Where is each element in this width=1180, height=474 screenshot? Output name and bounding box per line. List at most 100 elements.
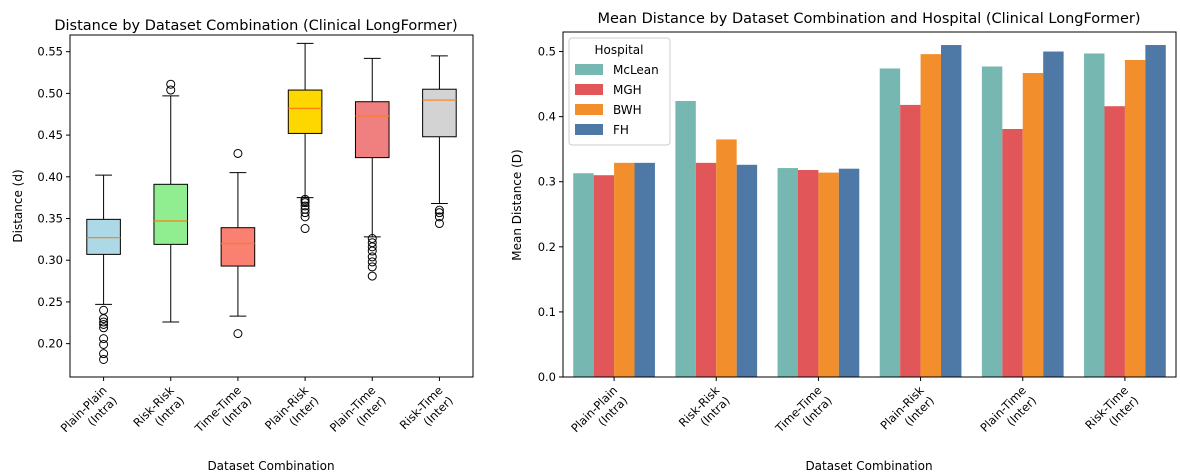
- legend-label-mgh: MGH: [613, 83, 642, 97]
- outlier-point: [99, 317, 109, 327]
- bar-mgh: [797, 170, 819, 377]
- bar-mgh: [1002, 128, 1023, 377]
- bar-chart-title: Mean Distance by Dataset Combination and…: [597, 11, 1140, 27]
- outlier-point: [166, 85, 176, 95]
- box-plot-frame: [69, 34, 474, 378]
- outlier-point: [99, 323, 109, 333]
- bar-y-axis-ticks: 0.0 0.1 0.2 0.3 0.4 0.5: [538, 45, 563, 384]
- x-tick-label: Plain-Risk(Inter): [262, 383, 322, 443]
- outlier-point: [99, 354, 109, 364]
- bar-fh: [1145, 45, 1166, 378]
- legend-title: Hospital: [595, 43, 644, 57]
- outlier-point: [367, 234, 377, 244]
- bar-y-axis-label: Mean Distance (D): [510, 149, 524, 260]
- y-tick-label: 0.45: [37, 128, 63, 142]
- box-body: [86, 218, 121, 255]
- box-body: [220, 227, 256, 267]
- box-body: [354, 101, 390, 159]
- outlier-point: [99, 319, 109, 329]
- bar-fh: [941, 45, 962, 378]
- outlier-point: [99, 334, 109, 344]
- y-tick-label: 0.1: [538, 305, 556, 319]
- bar-x-axis-ticks: Plain-Plain(Intra) Risk-Risk(Intra) Time-T…: [568, 377, 1141, 446]
- outlier-point: [367, 257, 377, 267]
- legend-swatch-fh: [575, 124, 603, 135]
- bar-mgh: [900, 104, 921, 377]
- bar-mclean: [675, 101, 696, 377]
- bar-bwh: [1124, 59, 1146, 377]
- x-tick-label: Risk-Time(Inter): [397, 383, 456, 442]
- legend-label-bwh: BWH: [613, 103, 642, 117]
- bar-bwh: [716, 139, 737, 377]
- outlier-point: [99, 339, 109, 349]
- x-tick-label: Plain-Plain(Intra): [568, 383, 630, 445]
- box-y-axis-ticks: 0.20 0.25 0.30 0.35 0.40 0.45 0.50 0.55: [37, 45, 70, 351]
- outlier-point: [99, 305, 109, 315]
- bar-fh: [838, 168, 860, 377]
- y-tick-label: 0.55: [37, 45, 63, 59]
- bar-mclean: [573, 173, 594, 377]
- box-plot-panel: Distance by Dataset Combination (Clinica…: [11, 18, 474, 473]
- legend-swatch-mclean: [575, 64, 603, 75]
- outlier-point: [300, 224, 310, 234]
- outlier-point: [434, 208, 444, 218]
- box-plain-risk: [287, 42, 323, 234]
- y-tick-label: 0.35: [37, 212, 63, 226]
- x-tick-label: Risk-Risk(Intra): [130, 383, 187, 440]
- outlier-point: [300, 194, 310, 204]
- bar-mclean: [777, 168, 798, 377]
- box-time-time: [220, 148, 256, 339]
- box-risk-time: [422, 55, 457, 229]
- x-tick-label: Time-Time(Intra): [191, 383, 254, 446]
- outlier-point: [434, 205, 444, 215]
- box-body: [287, 89, 323, 134]
- x-tick-label: Plain-Time(Inter): [977, 383, 1039, 445]
- outlier-point: [99, 349, 109, 359]
- y-tick-label: 0.30: [37, 253, 63, 267]
- bar-bwh: [920, 54, 942, 377]
- bar-fh: [1043, 51, 1064, 378]
- y-tick-label: 0.5: [538, 45, 556, 59]
- legend-swatch-mgh: [575, 84, 603, 95]
- box-plain-time: [354, 57, 390, 281]
- bar-mclean: [1084, 53, 1105, 377]
- box-body: [153, 183, 189, 245]
- x-tick-label: Plain-Plain(Intra): [58, 383, 120, 445]
- y-tick-label: 0.3: [538, 175, 556, 189]
- box-plot-area: [86, 42, 457, 364]
- box-x-axis-ticks: Plain-Plain(Intra) Risk-Risk(Intra) Time-T…: [58, 377, 456, 446]
- x-tick-label: Time-Time(Intra): [772, 383, 835, 446]
- y-tick-label: 0.40: [37, 170, 63, 184]
- box-body: [422, 88, 457, 138]
- legend-label-fh: FH: [613, 123, 629, 137]
- outlier-point: [367, 271, 377, 281]
- bar-fh: [736, 164, 758, 377]
- box-risk-risk: [153, 79, 189, 323]
- bar-chart-panel: Mean Distance by Dataset Combination and…: [510, 11, 1177, 473]
- box-plain-plain: [86, 174, 121, 364]
- x-tick-label: Risk-Time(Inter): [1082, 383, 1141, 442]
- outlier-point: [367, 238, 377, 248]
- legend-label-mclean: McLean: [613, 63, 659, 77]
- box-y-axis-label: Distance (d): [11, 169, 25, 242]
- bar-mclean: [981, 66, 1003, 377]
- outlier-point: [300, 201, 310, 211]
- bar-mgh: [1104, 106, 1125, 377]
- bar-mgh: [593, 175, 615, 377]
- bar-chart-frame: [562, 31, 1177, 378]
- y-tick-label: 0.0: [538, 370, 556, 384]
- y-tick-label: 0.2: [538, 240, 556, 254]
- outlier-point: [166, 79, 176, 89]
- outlier-point: [233, 148, 243, 158]
- legend: Hospital McLean MGH BWH FH: [568, 37, 671, 146]
- box-plot-title: Distance by Dataset Combination (Clinica…: [54, 18, 457, 34]
- outlier-point: [367, 252, 377, 262]
- legend-swatch-bwh: [575, 104, 603, 115]
- x-tick-label: Plain-Time(Inter): [327, 383, 389, 445]
- bar-mclean: [879, 68, 901, 378]
- outlier-point: [434, 212, 444, 222]
- y-tick-label: 0.25: [37, 295, 63, 309]
- outlier-point: [367, 262, 377, 272]
- box-x-axis-label: Dataset Combination: [207, 459, 334, 473]
